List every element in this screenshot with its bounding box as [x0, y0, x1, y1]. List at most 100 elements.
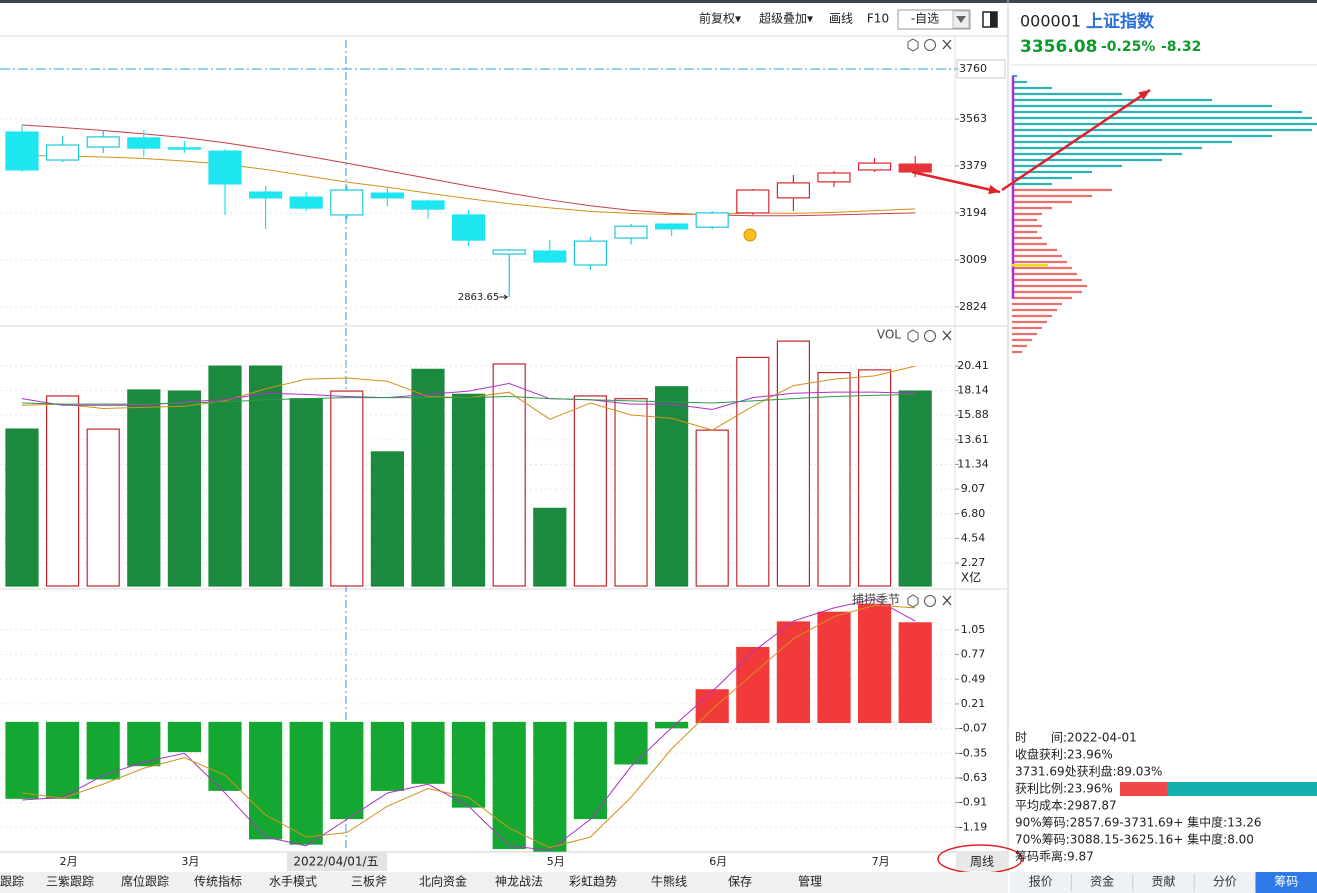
bottom-tab[interactable]: 三紫跟踪 — [46, 875, 94, 889]
bottom-tab[interactable]: 三板斧 — [351, 875, 387, 889]
bar — [857, 603, 892, 724]
y-tick-label: 3760 — [959, 62, 987, 75]
panel-icon-settings[interactable] — [907, 329, 919, 343]
bar — [573, 721, 608, 820]
bar — [533, 507, 567, 587]
chip-info: 时 间:2022-04-01 — [1015, 731, 1137, 745]
x-axis-bar — [0, 851, 955, 872]
annotation-arrow — [911, 170, 1001, 194]
bar — [614, 398, 648, 587]
bar — [127, 721, 161, 767]
bottom-tab[interactable]: 管理 — [798, 874, 822, 889]
bar — [654, 386, 689, 587]
chip-info: 平均成本:2987.87 — [1015, 799, 1117, 813]
bottom-tab[interactable]: 北向资金 — [419, 874, 467, 889]
right-tab[interactable]: 贡献 — [1151, 874, 1175, 889]
candle-body — [492, 249, 526, 255]
candle-body — [411, 200, 445, 210]
x-tick-label: 3月 — [181, 855, 199, 868]
bar — [5, 721, 39, 799]
bar — [857, 369, 892, 587]
y-tick-label: 3194 — [959, 206, 987, 219]
bar — [208, 721, 242, 791]
period-button-label[interactable]: 周线 — [970, 855, 994, 869]
indicator-line — [21, 124, 916, 217]
chip-info: 70%筹码:3088.15-3625.16+ 集中度:8.00 — [1015, 832, 1254, 847]
candle-body — [5, 131, 39, 171]
stock-code: 000001 — [1020, 12, 1081, 31]
bar — [289, 398, 323, 587]
candle-body — [817, 172, 851, 183]
candle-body — [167, 147, 201, 150]
candle-body — [45, 144, 80, 161]
toolbar-item[interactable]: 前复权▾ — [699, 11, 741, 26]
right-tab[interactable]: 筹码 — [1274, 875, 1298, 889]
bottom-tab[interactable]: 保存 — [728, 875, 752, 889]
y-tick-label: 0.49 — [961, 672, 986, 685]
select-box[interactable] — [897, 9, 971, 30]
candle-body — [289, 196, 323, 209]
y-tick-label: 2824 — [959, 300, 987, 313]
y-tick-label: -0.91 — [959, 796, 987, 809]
profit-bar — [1120, 782, 1168, 796]
indicator-line — [21, 598, 916, 851]
panel-icon-help[interactable] — [924, 39, 936, 51]
y-tick-label: 13.61 — [957, 433, 989, 446]
bar — [817, 372, 851, 587]
candle-body — [249, 191, 283, 199]
unit-label: X亿 — [961, 570, 981, 585]
right-tab[interactable]: 报价 — [1029, 874, 1053, 889]
bar — [289, 721, 323, 845]
toolbar-item[interactable]: F10 — [867, 12, 889, 26]
y-tick-label: 4.54 — [961, 531, 986, 544]
panel-icon-close[interactable] — [942, 39, 952, 50]
annotation-arrow — [1001, 88, 1151, 192]
bar — [695, 429, 729, 587]
panel-icon-close[interactable] — [942, 595, 952, 606]
right-tab-active[interactable] — [1255, 872, 1317, 893]
y-tick-label: 11.34 — [957, 457, 989, 470]
y-tick-label: 20.41 — [957, 359, 989, 372]
chip-info: 收盘获利:23.96% — [1015, 747, 1113, 762]
stock-change: -8.32 — [1161, 39, 1201, 55]
bar — [533, 721, 567, 852]
top-strip — [0, 0, 1317, 3]
bar — [614, 721, 648, 765]
stock-name: 上证指数 — [1086, 11, 1155, 32]
bar — [208, 365, 242, 587]
period-button[interactable] — [956, 853, 1008, 871]
candle-body — [898, 163, 932, 173]
panel-icon-close[interactable] — [942, 330, 952, 341]
indicator-line — [21, 393, 916, 405]
y-tick-label: 3563 — [959, 112, 987, 125]
layout-button-fill — [990, 12, 997, 27]
bar — [45, 395, 80, 587]
toolbar-item[interactable]: -自选 — [911, 12, 939, 26]
right-tab[interactable]: 分价 — [1213, 875, 1237, 889]
toolbar-item[interactable]: 超级叠加▾ — [759, 11, 813, 26]
bottom-tab-bar — [0, 872, 1008, 893]
panel-icon-settings[interactable] — [907, 38, 919, 52]
candle-body — [654, 223, 689, 230]
y-tick-label: -0.35 — [959, 746, 987, 759]
y-tick-label: 0.77 — [961, 648, 986, 661]
bottom-tab[interactable]: 牛熊线 — [651, 874, 687, 889]
bottom-tab[interactable]: 席位跟踪 — [121, 874, 169, 889]
panel-icon-help[interactable] — [924, 330, 936, 342]
bottom-tab[interactable]: 神龙战法 — [495, 875, 543, 889]
profit-bar-rest — [1120, 782, 1317, 796]
x-tick-label: 7月 — [872, 855, 890, 868]
bottom-tab[interactable]: 彩虹趋势 — [569, 875, 617, 889]
x-tick-label: 6月 — [709, 855, 727, 868]
panel-icon-settings[interactable] — [907, 594, 919, 608]
toolbar-item[interactable]: 画线 — [829, 12, 853, 26]
bar — [736, 646, 770, 724]
right-tab[interactable]: 资金 — [1090, 874, 1114, 889]
panel-icon-help[interactable] — [924, 595, 936, 607]
candle-body — [127, 137, 161, 149]
bottom-tab[interactable]: 传统指标 — [194, 874, 242, 889]
bottom-tab[interactable]: 跟踪 — [0, 875, 24, 889]
bottom-tab[interactable]: 水手模式 — [269, 875, 317, 889]
bar — [370, 721, 404, 791]
